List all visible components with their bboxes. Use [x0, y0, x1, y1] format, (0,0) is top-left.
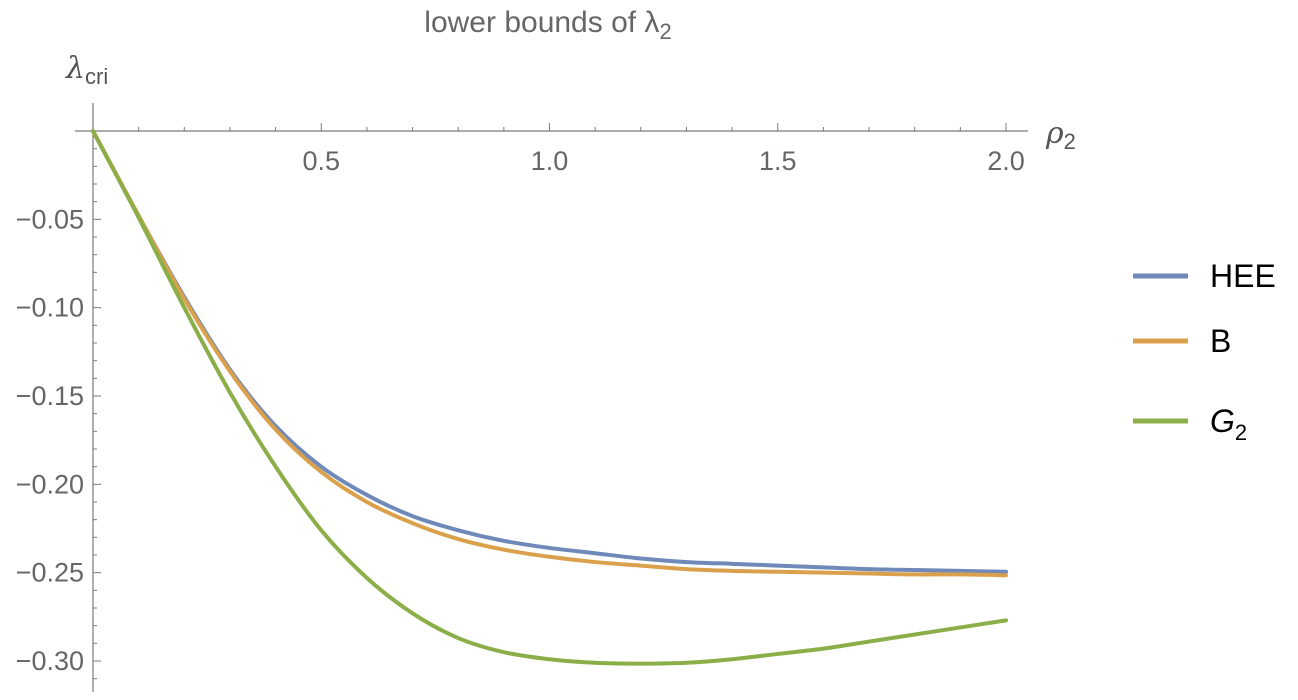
x-tick-label: 1.0 — [531, 146, 569, 176]
x-tick-label: 0.5 — [302, 146, 340, 176]
x-tick-label: 1.5 — [759, 146, 797, 176]
y-tick-label: −0.05 — [16, 204, 84, 234]
legend-label-1: B — [1210, 323, 1231, 359]
y-axis-label: λcri — [65, 51, 108, 89]
series-line-2 — [91, 129, 1008, 666]
y-tick-label: −0.20 — [16, 469, 84, 499]
x-ticks: 0.5 1.0 1.5 2.0 — [138, 123, 1025, 176]
x-tick-label: 2.0 — [987, 146, 1025, 176]
x-axis-label: ρ2 — [1045, 116, 1076, 154]
legend-label-0: HEE — [1210, 258, 1276, 294]
y-ticks: −0.05 −0.10 −0.15 −0.20 −0.25 −0.30 — [16, 148, 101, 680]
y-tick-label: −0.25 — [16, 558, 84, 588]
series-line-1 — [91, 129, 1008, 578]
y-tick-label: −0.10 — [16, 293, 84, 323]
y-tick-label: −0.15 — [16, 381, 84, 411]
series-lines — [91, 129, 1008, 666]
y-tick-label: −0.30 — [16, 646, 84, 676]
series-line-0 — [91, 129, 1008, 574]
chart-title: lower bounds of λ2 — [424, 6, 671, 44]
legend: HEE B G2 — [1133, 258, 1276, 445]
legend-label-2: G2 — [1210, 403, 1247, 445]
